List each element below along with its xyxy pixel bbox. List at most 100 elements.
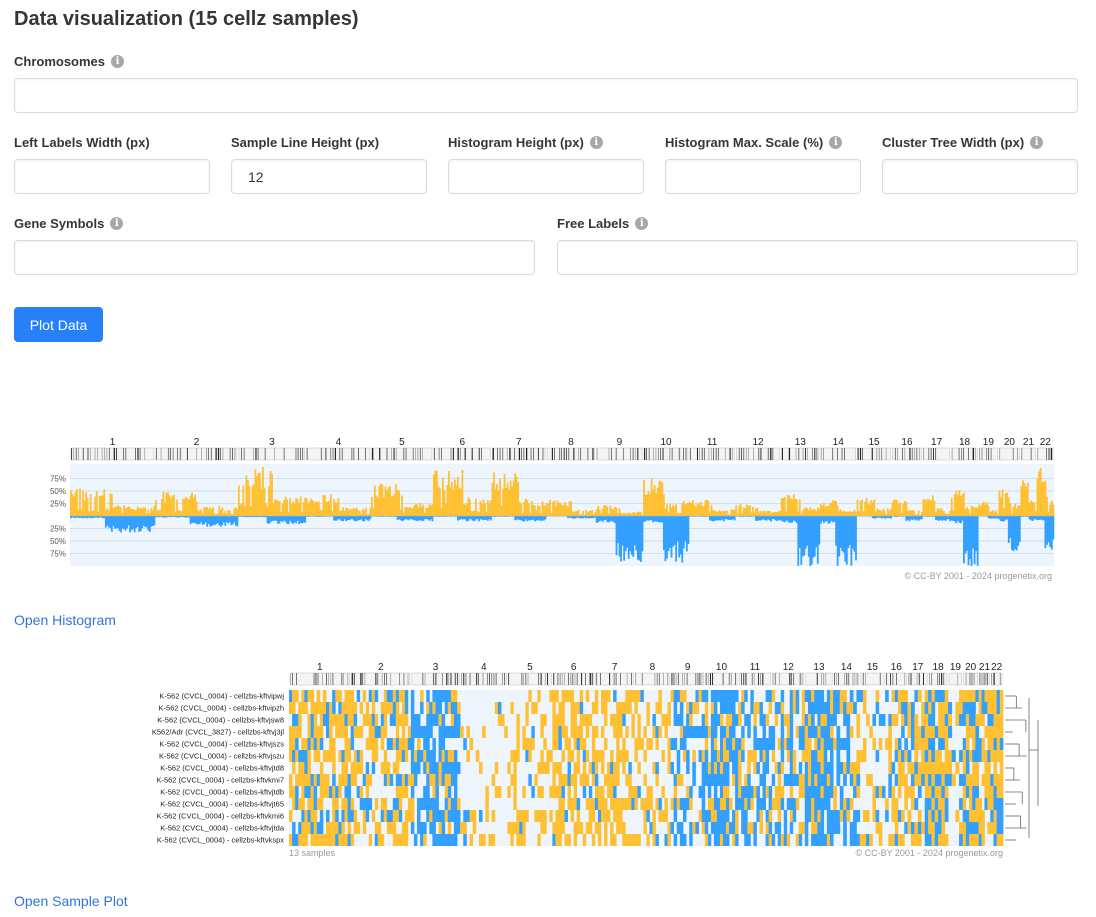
loss-bar	[815, 516, 818, 548]
loss-bar	[880, 516, 883, 519]
ideogram-band	[343, 673, 344, 685]
ideogram-band	[635, 673, 637, 685]
gain-bar	[607, 513, 610, 516]
loss-bar	[1018, 516, 1021, 542]
cnv-segment	[735, 690, 739, 702]
cnv-segment	[774, 822, 779, 834]
cnv-segment	[549, 690, 553, 702]
loss-bar	[718, 516, 721, 521]
gain-bar	[515, 476, 518, 516]
cnv-segment	[371, 738, 376, 750]
cluster-tree-width-input[interactable]	[882, 159, 1078, 194]
loss-bar	[352, 516, 355, 521]
cnv-segment	[993, 774, 998, 786]
loss-bar	[710, 516, 713, 521]
gene-symbols-input[interactable]	[14, 240, 535, 275]
cnv-segment	[747, 762, 751, 774]
loss-bar	[741, 516, 744, 517]
cnv-segment	[310, 774, 315, 786]
plot-data-button[interactable]: Plot Data	[14, 307, 103, 342]
cnv-segment	[558, 834, 562, 846]
open-sample-plot-link[interactable]: Open Sample Plot	[14, 893, 128, 909]
loss-bar	[345, 516, 347, 522]
gain-bar	[744, 508, 747, 516]
ideogram-band	[208, 448, 209, 460]
loss-bar	[107, 516, 110, 528]
cnv-segment	[564, 834, 568, 846]
info-icon[interactable]: i	[111, 55, 125, 68]
cnv-segment	[438, 810, 443, 822]
cnv-segment	[341, 750, 345, 762]
cnv-segment	[862, 702, 867, 714]
gain-bar	[1011, 513, 1013, 516]
sample-label: K-562 (CVCL_0004) - cellzbs-kftvjtda	[160, 824, 285, 833]
cnv-segment	[682, 798, 687, 810]
info-icon[interactable]: i	[635, 217, 649, 230]
loss-bar	[77, 516, 80, 518]
cnv-segment	[817, 726, 821, 738]
loss-bar	[877, 516, 880, 518]
gain-bar	[836, 505, 839, 516]
cnv-segment	[444, 810, 449, 822]
loss-bar	[959, 516, 962, 524]
cnv-segment	[917, 774, 922, 786]
cnv-segment	[450, 690, 455, 702]
gain-bar	[541, 501, 544, 516]
cnv-segment	[537, 834, 541, 846]
sample-line-height-input[interactable]	[231, 159, 427, 194]
histogram-height-input[interactable]	[448, 159, 644, 194]
info-icon[interactable]: i	[589, 136, 603, 149]
sample-plot-copyright: © CC-BY 2001 - 2024 progenetix.org	[855, 848, 1003, 858]
cnv-segment	[573, 738, 578, 750]
cnv-segment	[934, 750, 939, 762]
gain-bar	[570, 501, 572, 516]
ideogram-band	[735, 673, 736, 685]
info-icon[interactable]: i	[110, 217, 124, 230]
ideogram-band	[758, 673, 759, 685]
chromosome-label: 19	[950, 662, 962, 673]
cnv-segment	[410, 714, 415, 726]
gain-bar	[380, 483, 382, 516]
cnv-segment	[356, 822, 361, 834]
cnv-segment	[395, 798, 400, 810]
gain-bar	[603, 505, 606, 516]
gain-bar	[158, 510, 160, 516]
cnv-segment	[901, 726, 905, 738]
ideogram-band	[805, 448, 806, 460]
cnv-segment	[576, 798, 581, 810]
cnv-segment	[417, 714, 421, 726]
cnv-segment	[307, 690, 311, 702]
cnv-segment	[999, 726, 1004, 738]
open-histogram-link[interactable]: Open Histogram	[14, 612, 116, 628]
chromosomes-input[interactable]	[14, 78, 1078, 113]
cnv-segment	[453, 762, 458, 774]
ideogram-band	[611, 448, 612, 460]
info-icon[interactable]: i	[829, 136, 843, 149]
info-icon[interactable]: i	[1030, 136, 1044, 149]
loss-bar	[200, 516, 203, 523]
loss-bar	[446, 516, 449, 517]
cnv-segment	[981, 702, 985, 714]
loss-bar	[953, 516, 956, 522]
loss-bar	[70, 516, 72, 519]
free-labels-input[interactable]	[557, 240, 1078, 275]
cnv-segment	[853, 786, 857, 798]
gain-bar	[481, 503, 483, 516]
gain-bar	[263, 487, 266, 516]
cnv-segment	[814, 822, 818, 834]
cnv-segment	[301, 750, 305, 762]
ideogram-band	[663, 673, 664, 685]
cnv-segment	[383, 690, 388, 702]
cnv-segment	[389, 810, 394, 822]
gain-bar	[747, 506, 750, 516]
gain-bar	[800, 514, 803, 516]
cnv-segment	[679, 774, 684, 786]
cnv-segment	[993, 834, 998, 846]
ideogram-band	[422, 448, 423, 460]
left-labels-width-input[interactable]	[14, 159, 210, 194]
gain-bar	[386, 490, 388, 516]
cnv-segment	[993, 738, 998, 750]
histogram-max-scale-input[interactable]	[665, 159, 861, 194]
gain-bar	[411, 508, 414, 516]
loss-bar	[586, 516, 589, 518]
